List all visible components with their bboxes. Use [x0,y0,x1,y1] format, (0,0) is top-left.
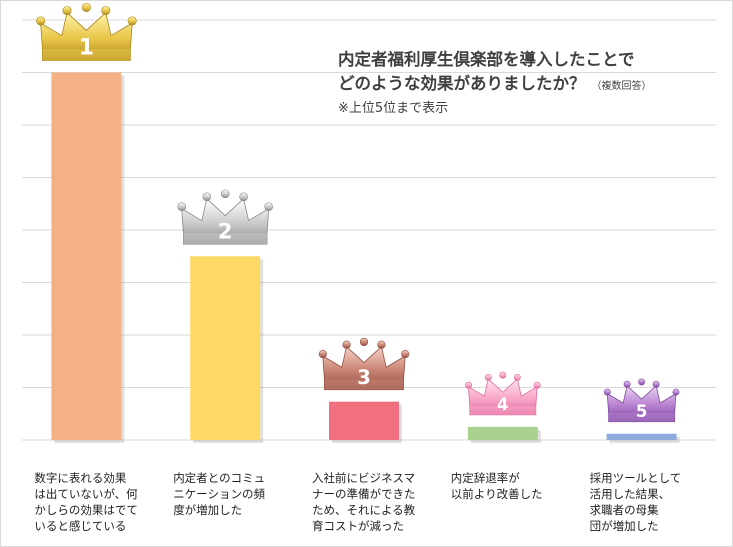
chart-subtitle: ※上位5位まで表示 [338,101,449,116]
rank-label: 4 [497,395,508,414]
title-line-1: 内定者福利厚生倶楽部を導入したことで [338,50,635,69]
crowns: 1 2 3 4 5 [36,2,680,423]
rank-label: 5 [636,402,647,421]
category-label-1: 数字に表れる効果 は出ていないが、何 かしらの効果はでて いると感じている [34,470,152,534]
category-label-4: 内定辞退率が以前より改善した [451,470,569,502]
title-line-2-text: どのような効果がありましたか？ [338,74,586,93]
category-label-line: 活用した結果、 [589,487,671,501]
crown-icon-3: 3 [318,337,410,391]
bar-2 [190,256,261,440]
crown-icon-4: 4 [465,371,541,416]
crown-icon-1: 1 [36,2,137,61]
bar-4 [467,426,538,440]
bar-5 [606,433,677,440]
category-label-3: 入社前にビジネスマ ナーの準備ができた ため、それによる教 育コストが減った [312,470,430,534]
category-label-line: 数字に表れる効果 [34,471,127,485]
category-label-line: 育コストが減った [312,519,404,533]
category-label-line: は出ていないが、何 [34,487,138,501]
rank-label: 2 [218,219,233,243]
crown-icon-2: 2 [177,189,273,245]
bar-3 [329,401,399,440]
category-label-line: 内定者とのコミュ [173,471,266,485]
category-label-line: ため、それによる教 [312,503,416,517]
title-line-2: どのような効果がありましたか？ （複数回答） [338,72,728,99]
category-label-line: 度が増加した [173,503,243,517]
category-label-line: ナーの準備ができた [312,487,416,501]
gridlines [22,19,716,441]
bar-1 [51,72,122,440]
category-label-5: 採用ツールとして 活用した結果、 求職者の母集 団が増加した [590,470,708,534]
category-label-line: 入社前にビジネスマ [312,471,416,485]
category-label-line: 採用ツールとして [589,471,682,485]
rank-label: 3 [357,366,371,389]
category-label-line: 内定辞退率が [450,471,520,485]
category-label-line: 求職者の母集 [589,503,659,517]
category-label-2: 内定者とのコミュ ニケーションの頻 度が増加した [173,470,291,518]
title-note: （複数回答） [591,81,652,92]
category-label-line: いると感じている [34,519,127,533]
rank-label: 1 [79,35,94,60]
category-label-line: ニケーションの頻 [173,487,265,501]
crown-icon-5: 5 [603,378,680,423]
chart-title: 内定者福利厚生倶楽部を導入したことで どのような効果がありましたか？ （複数回答）… [338,48,728,118]
category-label-line: かしらの効果はでて [34,503,138,517]
category-label-line: 以前より改善した [450,487,543,501]
category-label-line: 団が増加した [589,519,659,533]
bars [51,72,680,443]
